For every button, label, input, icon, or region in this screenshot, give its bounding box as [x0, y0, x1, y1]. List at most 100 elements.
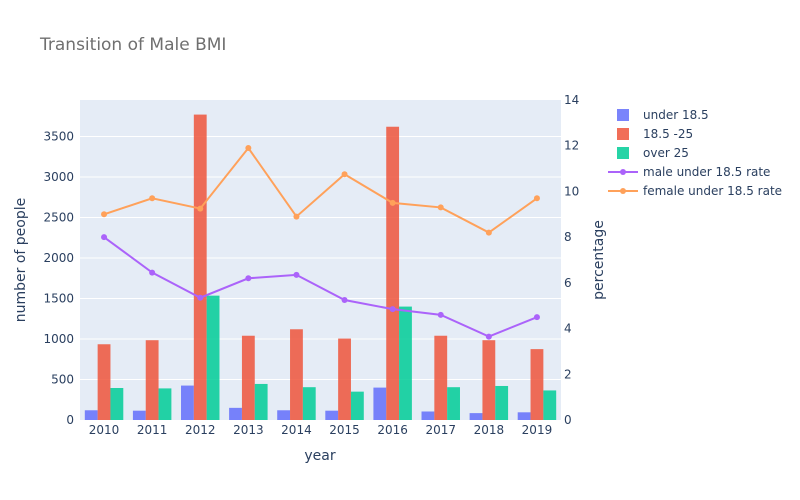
x-tick-label: 2017	[425, 423, 456, 437]
y2-tick-label: 12	[564, 139, 579, 153]
y-axis-label: number of people	[13, 198, 29, 323]
y2-axis-ticks: 0 2 4 6 8 10 12 14	[564, 93, 579, 427]
bar	[421, 411, 435, 420]
y2-tick-label: 4	[564, 322, 572, 336]
bar	[517, 412, 531, 420]
line-point	[101, 211, 108, 218]
x-tick-label: 2010	[89, 423, 120, 437]
bar	[447, 387, 460, 420]
bar	[434, 335, 448, 420]
legend-label: under 18.5	[643, 108, 709, 122]
y-axis-ticks: 0 500 1000 1500 2000 2500 3000 3500	[43, 129, 74, 427]
line-point	[245, 275, 252, 282]
legend: under 18.5 18.5 -25 over 25 male under 18.5…	[608, 108, 782, 198]
y2-tick-label: 8	[564, 230, 572, 244]
lines	[101, 145, 540, 340]
y-tick-label: 2000	[43, 251, 74, 265]
line-point	[293, 213, 300, 220]
y2-tick-label: 6	[564, 276, 572, 290]
x-tick-label: 2016	[377, 423, 408, 437]
line-point	[437, 204, 444, 211]
bar	[543, 390, 557, 420]
bar	[145, 340, 159, 420]
line-point	[197, 294, 204, 301]
x-tick-label: 2015	[329, 423, 360, 437]
y2-axis-label: percentage	[591, 220, 607, 300]
legend-item[interactable]: over 25	[617, 146, 689, 160]
y-tick-label: 3000	[43, 170, 74, 184]
y-tick-label: 1000	[43, 332, 74, 346]
bar	[181, 385, 194, 420]
legend-label: female under 18.5 rate	[643, 184, 782, 198]
series-line	[103, 236, 538, 338]
y-tick-label: 500	[51, 372, 74, 386]
bar	[373, 387, 387, 420]
bar	[193, 114, 207, 420]
y-tick-label: 1500	[43, 291, 74, 305]
line-point	[149, 195, 156, 202]
x-tick-label: 2011	[137, 423, 168, 437]
x-tick-label: 2012	[185, 423, 216, 437]
bar	[206, 295, 220, 420]
x-tick-label: 2019	[522, 423, 553, 437]
bar	[325, 410, 339, 420]
legend-swatch	[617, 128, 629, 140]
line-point	[389, 199, 396, 206]
line-point	[485, 333, 492, 340]
line-point	[485, 229, 492, 236]
y2-tick-label: 14	[564, 93, 579, 107]
x-tick-label: 2013	[233, 423, 264, 437]
legend-marker	[620, 188, 626, 194]
bar	[158, 388, 172, 420]
line-point	[389, 306, 396, 313]
bar	[302, 387, 316, 420]
line-point	[437, 311, 444, 318]
bar	[241, 335, 255, 420]
bar	[469, 413, 483, 420]
line-point	[149, 269, 156, 276]
line-point	[245, 145, 252, 151]
legend-label: over 25	[643, 146, 689, 160]
y-tick-label: 0	[66, 413, 74, 427]
x-axis-label: year	[304, 448, 335, 464]
bar	[229, 407, 242, 420]
chart-title: Transition of Male BMI	[39, 35, 226, 55]
legend-item[interactable]: under 18.5	[617, 108, 709, 122]
bar	[254, 383, 268, 420]
legend-label: 18.5 -25	[643, 127, 693, 141]
bar	[97, 344, 111, 420]
gridlines	[80, 135, 561, 380]
legend-swatch	[617, 109, 629, 121]
legend-label: male under 18.5 rate	[643, 165, 770, 179]
bar	[399, 306, 412, 420]
bar	[350, 391, 364, 420]
line-point	[341, 171, 348, 178]
bar	[495, 385, 509, 420]
bar	[290, 329, 303, 420]
x-tick-label: 2014	[281, 423, 312, 437]
line-point	[293, 271, 300, 278]
y2-tick-label: 10	[564, 184, 579, 198]
bar	[338, 338, 351, 420]
legend-item[interactable]: female under 18.5 rate	[608, 184, 782, 198]
line-point	[341, 297, 348, 303]
legend-item[interactable]: male under 18.5 rate	[608, 165, 770, 179]
bar	[132, 410, 146, 420]
series-line	[103, 146, 538, 234]
y-tick-label: 2500	[43, 210, 74, 224]
line-point	[533, 195, 540, 202]
line-point	[101, 234, 108, 241]
line-point	[533, 314, 540, 321]
bar	[277, 410, 291, 420]
y2-tick-label: 2	[564, 367, 572, 381]
y-tick-label: 3500	[43, 129, 74, 143]
bar	[482, 340, 496, 420]
x-tick-label: 2018	[474, 423, 505, 437]
x-axis-ticks: 2010 2011 2012 2013 2014 2015 2016 2017 2018 2019	[89, 423, 552, 437]
bar	[530, 349, 544, 420]
legend-item[interactable]: 18.5 -25	[617, 127, 693, 141]
plot-area	[80, 100, 561, 420]
legend-swatch	[617, 147, 629, 159]
bar	[84, 410, 98, 420]
